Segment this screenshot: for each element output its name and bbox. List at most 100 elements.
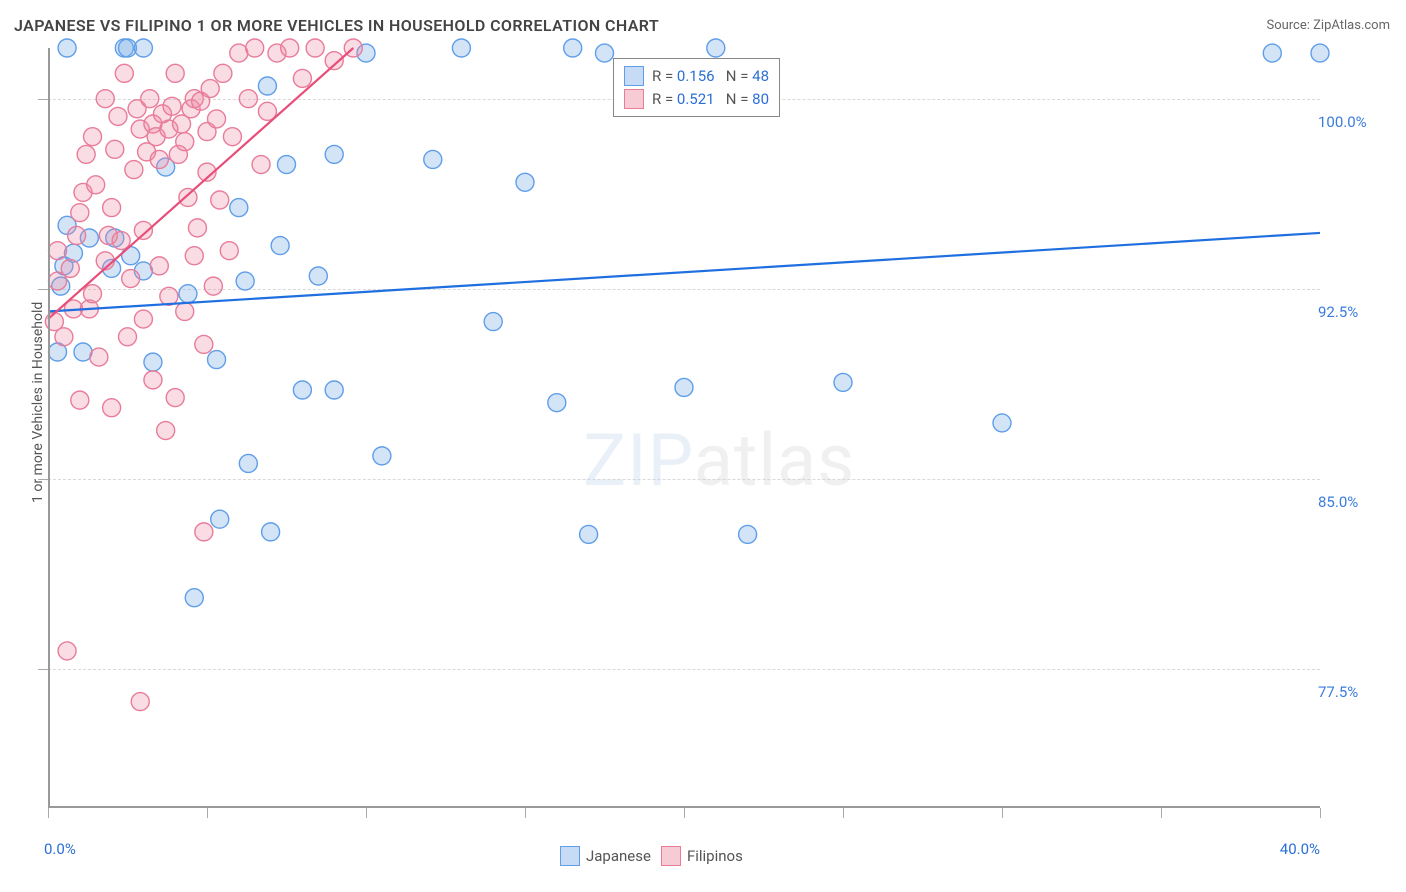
scatter-point [195,523,213,541]
scatter-point [223,128,241,146]
scatter-point [325,145,343,163]
legend-swatch [624,66,644,86]
scatter-point [84,285,102,303]
x-tick-label: 0.0% [44,840,76,858]
y-tick-label: 77.5% [1318,683,1358,701]
x-tick-mark [366,808,367,818]
y-tick-label: 85.0% [1318,493,1358,511]
scatter-point [373,447,391,465]
bottom-legend-label: Japanese [586,847,651,865]
scatter-point [49,242,67,260]
scatter-point [71,391,89,409]
scatter-point [176,302,194,320]
scatter-point [144,371,162,389]
scatter-point [220,242,238,260]
legend-stats: R = 0.156 N = 48 [652,65,769,88]
scatter-point [306,39,324,57]
plot-area: ZIPatlas R = 0.156 N = 48R = 0.521 N = 8… [48,48,1320,808]
scatter-point [119,328,137,346]
chart-title: JAPANESE VS FILIPINO 1 OR MORE VEHICLES … [14,16,659,35]
trend-line [48,233,1320,312]
scatter-point [106,140,124,158]
x-tick-mark [1320,808,1321,818]
scatter-point [166,389,184,407]
y-tick-label: 100.0% [1318,113,1367,131]
scatter-point [1311,44,1329,62]
legend-stats: R = 0.521 N = 80 [652,88,769,111]
bottom-legend-item: Filipinos [661,846,743,866]
scatter-point [122,270,140,288]
scatter-point [179,188,197,206]
scatter-point [258,77,276,95]
scatter-point [134,39,152,57]
bottom-legend-item: Japanese [560,846,651,866]
scatter-point [214,64,232,82]
scatter-point [236,272,254,290]
legend-row: R = 0.521 N = 80 [624,88,769,111]
bottom-legend-label: Filipinos [687,847,743,865]
scatter-point [281,39,299,57]
scatter-point [211,191,229,209]
scatter-point [424,150,442,168]
scatter-point [484,313,502,331]
scatter-point [84,128,102,146]
source-text: ZipAtlas.com [1313,18,1390,33]
scatter-point [195,335,213,353]
scatter-point [596,44,614,62]
y-tick-label: 92.5% [1318,303,1358,321]
scatter-point [166,64,184,82]
x-tick-mark [843,808,844,818]
scatter-point [150,257,168,275]
scatter-point [96,90,114,108]
scatter-point [993,414,1011,432]
scatter-point [179,285,197,303]
scatter-point [1263,44,1281,62]
scatter-point [239,454,257,472]
scatter-point [61,259,79,277]
y-tick-mark [38,99,48,100]
scatter-point [131,693,149,711]
legend-box: R = 0.156 N = 48R = 0.521 N = 80 [613,58,780,117]
scatter-point [739,525,757,543]
scatter-point [144,353,162,371]
scatter-point [211,510,229,528]
scatter-point [208,110,226,128]
scatter-point [55,328,73,346]
scatter-point [163,97,181,115]
scatter-point [90,348,108,366]
scatter-point [516,173,534,191]
scatter-point [204,277,222,295]
x-tick-label: 40.0% [1280,840,1320,858]
scatter-point [278,156,296,174]
legend-row: R = 0.156 N = 48 [624,65,769,88]
y-tick-mark [38,479,48,480]
x-tick-mark [525,808,526,818]
scatter-point [325,381,343,399]
scatter-point [208,351,226,369]
scatter-point [452,39,470,57]
scatter-point [309,267,327,285]
scatter-point [103,399,121,417]
scatter-point [157,422,175,440]
scatter-point [707,39,725,57]
scatter-point [71,204,89,222]
scatter-point [134,310,152,328]
scatter-point [150,150,168,168]
scatter-point [252,156,270,174]
chart-frame: JAPANESE VS FILIPINO 1 OR MORE VEHICLES … [0,0,1406,892]
scatter-point [176,133,194,151]
scatter-point [580,525,598,543]
scatter-point [68,226,86,244]
y-axis-label: 1 or more Vehicles in Household [30,302,46,503]
scatter-point [201,80,219,98]
scatter-point [58,39,76,57]
scatter-point [239,90,257,108]
scatter-point [87,176,105,194]
scatter-point [134,221,152,239]
scatter-point [834,373,852,391]
legend-swatch [624,89,644,109]
scatter-point [271,237,289,255]
scatter-point [293,381,311,399]
chart-source: Source: ZipAtlas.com [1266,18,1390,33]
source-prefix: Source: [1266,18,1313,33]
